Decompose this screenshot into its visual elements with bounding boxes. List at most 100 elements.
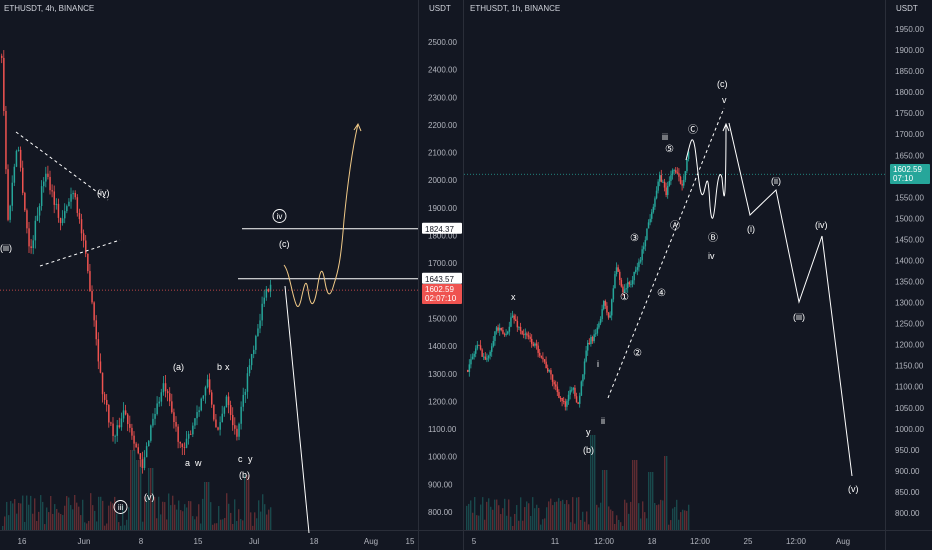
right-candle-body bbox=[563, 401, 565, 402]
left-volume-bar bbox=[154, 496, 156, 530]
right-candle-body bbox=[479, 345, 482, 350]
right-volume-bar bbox=[578, 497, 580, 530]
right-candle-body bbox=[687, 151, 690, 159]
right-candle-body bbox=[583, 361, 586, 375]
right-volume-bar bbox=[638, 503, 640, 530]
left-volume-bar bbox=[174, 504, 176, 530]
left-volume-bar bbox=[230, 512, 232, 530]
right-candle-body bbox=[491, 346, 493, 352]
left-wave-circle bbox=[113, 500, 128, 514]
left-drawings bbox=[0, 122, 418, 534]
left-candle-body bbox=[70, 194, 72, 202]
left-candle-body bbox=[110, 422, 112, 424]
left-volume-bar bbox=[142, 521, 144, 530]
right-volume-bar bbox=[618, 519, 620, 530]
right-candle-body bbox=[620, 279, 623, 287]
left-candle-body bbox=[225, 396, 228, 408]
left-volume-bar bbox=[234, 499, 236, 530]
right-candle-body bbox=[635, 269, 637, 272]
left-candle-body bbox=[122, 410, 125, 419]
left-candle-body bbox=[76, 197, 79, 213]
right-candle-body bbox=[641, 249, 643, 261]
left-volume-bar bbox=[68, 497, 70, 530]
right-wave-circled-label: ③ bbox=[630, 233, 639, 244]
left-candle-body bbox=[154, 414, 156, 419]
right-candle-body bbox=[502, 329, 504, 334]
left-candle-body bbox=[229, 405, 232, 415]
right-volume-bar bbox=[660, 499, 662, 530]
right-wave-label: y bbox=[586, 427, 591, 437]
left-volume-bar bbox=[160, 514, 162, 530]
left-symbol-label[interactable]: ETHUSDT, 4h, BINANCE bbox=[4, 4, 95, 13]
left-volume-bar bbox=[116, 513, 118, 530]
right-candle-body bbox=[654, 198, 656, 207]
right-candle-body bbox=[505, 333, 507, 335]
right-wave-label: (c) bbox=[717, 79, 728, 89]
left-candle-body bbox=[160, 392, 163, 402]
left-candle-body bbox=[232, 414, 234, 426]
right-candle-body bbox=[574, 387, 576, 397]
left-time-tick: Jun bbox=[78, 537, 91, 546]
left-volume-bar bbox=[28, 504, 30, 530]
right-candle-body bbox=[636, 267, 639, 270]
left-volume-bar bbox=[112, 503, 114, 530]
right-volume-bar bbox=[590, 435, 592, 530]
right-candle-body bbox=[577, 402, 579, 404]
right-volume-bar bbox=[502, 508, 504, 530]
right-price-tick: 1750.00 bbox=[895, 109, 924, 118]
right-time-tick: 5 bbox=[472, 537, 477, 546]
left-volume-bar bbox=[20, 503, 22, 530]
left-volume-bar bbox=[136, 460, 138, 530]
left-candle-body bbox=[255, 336, 257, 350]
right-candle-body bbox=[633, 271, 635, 281]
right-time-tick: 12:00 bbox=[786, 537, 807, 546]
left-volume-bar bbox=[172, 495, 174, 530]
right-price-tick: 1400.00 bbox=[895, 256, 924, 265]
right-volume-bar bbox=[580, 520, 582, 530]
left-volume-bar bbox=[138, 460, 140, 530]
left-volume-bar bbox=[78, 506, 80, 530]
left-candle-body bbox=[148, 440, 150, 447]
left-candle-body bbox=[198, 410, 200, 413]
right-candle-body bbox=[582, 374, 584, 382]
right-price-axis[interactable]: USDT 1950.00 1900.00 1850.00 1800.00 1750.00 1… bbox=[890, 4, 930, 518]
left-candle-body bbox=[190, 433, 192, 435]
right-time-axis[interactable]: 5 11 12:00 18 12:00 25 12:00 Aug bbox=[472, 537, 850, 546]
left-volume-bar bbox=[92, 505, 94, 530]
right-candle-body bbox=[484, 356, 487, 360]
left-candle-body bbox=[166, 391, 169, 394]
left-time-axis[interactable]: 16 Jun 8 15 Jul 18 Aug 15 bbox=[18, 537, 415, 546]
left-volume-bar bbox=[54, 504, 56, 530]
left-candle-body bbox=[135, 443, 137, 448]
right-symbol-label[interactable]: ETHUSDT, 1h, BINANCE bbox=[470, 4, 561, 13]
left-volume-bar bbox=[58, 512, 60, 530]
right-candles bbox=[467, 149, 690, 411]
right-currency-label: USDT bbox=[896, 4, 918, 13]
left-volume-bar bbox=[124, 525, 126, 530]
left-volume-bar bbox=[164, 502, 166, 530]
left-volume-bar bbox=[262, 494, 264, 530]
left-volume-bar bbox=[256, 518, 258, 530]
left-volume-bar bbox=[176, 509, 178, 530]
right-candle-body bbox=[590, 336, 592, 345]
left-volume-bar bbox=[222, 519, 224, 530]
right-candle-body bbox=[579, 395, 581, 404]
right-volume-bar bbox=[476, 515, 478, 530]
right-wave-label: (i) bbox=[747, 224, 755, 234]
left-price-tick: 1000.00 bbox=[428, 453, 457, 462]
left-candle-body bbox=[120, 418, 123, 428]
left-candle-body bbox=[93, 302, 95, 321]
right-volume-bar bbox=[466, 505, 468, 530]
left-candle-body bbox=[164, 383, 167, 392]
right-candle-body bbox=[638, 261, 640, 268]
left-candle-body bbox=[13, 166, 16, 183]
right-volume-bar bbox=[500, 514, 502, 530]
right-volume-bar bbox=[534, 508, 536, 530]
right-candle-body bbox=[622, 286, 624, 293]
left-candle-body bbox=[87, 253, 89, 272]
right-candle-body bbox=[564, 401, 567, 407]
left-price-axis[interactable]: USDT 2500.00 2400.00 2300.00 2200.00 2100.00 2… bbox=[422, 4, 462, 517]
right-volume-bar bbox=[558, 498, 560, 530]
left-candle-body bbox=[183, 447, 186, 448]
